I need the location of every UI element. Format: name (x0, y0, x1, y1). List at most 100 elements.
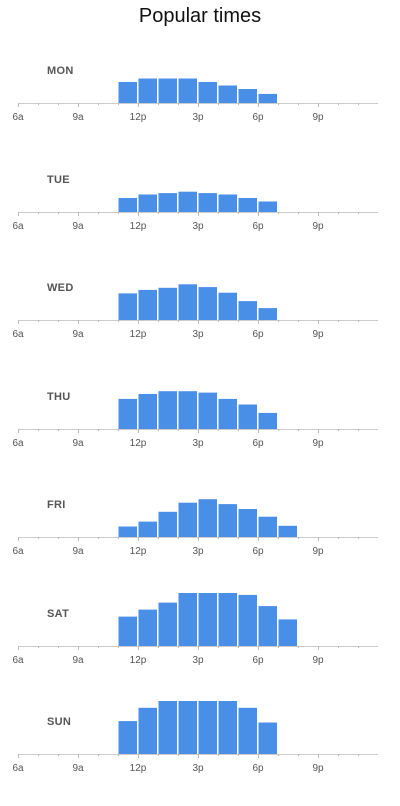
bar (258, 308, 277, 320)
tick-label: 9a (72, 329, 84, 340)
bar (118, 82, 137, 103)
tick-label: 12p (130, 655, 147, 666)
day-label: THU (47, 390, 71, 403)
bar (238, 404, 257, 429)
tick-label: 9p (312, 438, 324, 449)
day-chart-thu: 6a 9a 12p 3p 6p 9p (12, 390, 378, 449)
bar (158, 78, 177, 103)
bar (158, 701, 177, 754)
bar (238, 89, 257, 103)
bar (258, 201, 277, 212)
bar (258, 605, 277, 646)
bar (198, 192, 217, 212)
day-chart-fri: 6a 9a 12p 3p 6p 9p (12, 499, 378, 557)
tick-label: 6a (12, 763, 24, 774)
tick-label: 12p (130, 438, 147, 449)
day-panel-tue: TUE 6a 9a 12p 3p 6p 9p (0, 159, 400, 264)
tick-label: 3p (192, 655, 204, 666)
tick-label: 12p (130, 112, 147, 123)
tick-label: 3p (192, 329, 204, 340)
day-panel-mon: MON 6a 9a 12p 3p 6p 9p (0, 50, 400, 155)
bar (158, 287, 177, 320)
bar (178, 701, 197, 754)
bar (218, 592, 237, 646)
bar (178, 78, 197, 103)
tick-label: 6a (12, 655, 24, 666)
tick-label: 12p (130, 763, 147, 774)
bar (178, 191, 197, 212)
day-label: MON (47, 65, 74, 77)
bar (238, 707, 257, 754)
tick-label: 6p (252, 438, 264, 449)
tick-label: 3p (192, 763, 204, 774)
bar (158, 390, 177, 429)
bar (118, 398, 137, 429)
bar (218, 85, 237, 103)
tick-label: 6a (12, 546, 24, 557)
tick-label: 6a (12, 112, 24, 123)
tick-label: 9a (72, 655, 84, 666)
day-label: FRI (47, 499, 66, 511)
tick-label: 6a (12, 438, 24, 449)
bar (198, 701, 217, 754)
bar (258, 722, 277, 754)
tick-label: 9a (72, 546, 84, 557)
bar (138, 78, 157, 103)
day-chart-sat: 6a 9a 12p 3p 6p 9p (12, 592, 378, 666)
tick-label: 9p (312, 221, 324, 232)
day-chart-tue: 6a 9a 12p 3p 6p 9p (12, 191, 378, 232)
day-label: WED (47, 282, 74, 294)
bar (158, 192, 177, 212)
bar (138, 393, 157, 429)
bar (178, 502, 197, 537)
bar (138, 194, 157, 212)
bar (218, 292, 237, 320)
tick-label: 9a (72, 438, 84, 449)
tick-label: 12p (130, 546, 147, 557)
tick-label: 9a (72, 221, 84, 232)
bar (278, 525, 297, 537)
bar (198, 392, 217, 429)
tick-label: 6p (252, 112, 264, 123)
day-panel-sat: SAT 6a 9a 12p 3p 6p 9p (0, 592, 400, 698)
day-chart-mon: 6a 9a 12p 3p 6p 9p (12, 78, 378, 123)
tick-label: 6p (252, 655, 264, 666)
tick-label: 12p (130, 221, 147, 232)
tick-label: 3p (192, 112, 204, 123)
bar (238, 594, 257, 646)
tick-label: 12p (130, 329, 147, 340)
day-panel-fri: FRI 6a 9a 12p 3p 6p 9p (0, 484, 400, 589)
day-panel-sun: SUN 6a 9a 12p 3p 6p 9p (0, 701, 400, 806)
bar (178, 390, 197, 429)
tick-label: 9p (312, 112, 324, 123)
tick-label: 3p (192, 546, 204, 557)
tick-label: 9p (312, 329, 324, 340)
bar (158, 511, 177, 537)
bar (118, 526, 137, 537)
bar (218, 701, 237, 754)
bar (158, 602, 177, 646)
day-chart-sun: 6a 9a 12p 3p 6p 9p (12, 701, 378, 774)
day-panel-wed: WED 6a 9a 12p 3p 6p 9p (0, 267, 400, 372)
bar (238, 509, 257, 537)
day-label: SUN (47, 716, 72, 728)
day-panel-thu: THU 6a 9a 12p 3p 6p 9p (0, 376, 400, 481)
bar (198, 82, 217, 103)
bar (278, 618, 297, 646)
bar (238, 301, 257, 320)
bar (198, 287, 217, 320)
day-chart-wed: 6a 9a 12p 3p 6p 9p (12, 284, 378, 340)
bar (138, 707, 157, 754)
tick-label: 6p (252, 329, 264, 340)
bar (178, 284, 197, 320)
tick-label: 6p (252, 546, 264, 557)
tick-label: 9a (72, 763, 84, 774)
tick-label: 6a (12, 329, 24, 340)
tick-label: 9p (312, 546, 324, 557)
bar (258, 412, 277, 429)
bar (118, 293, 137, 320)
bar (178, 592, 197, 646)
day-label: TUE (47, 173, 70, 186)
bar (198, 592, 217, 646)
bar (258, 516, 277, 537)
